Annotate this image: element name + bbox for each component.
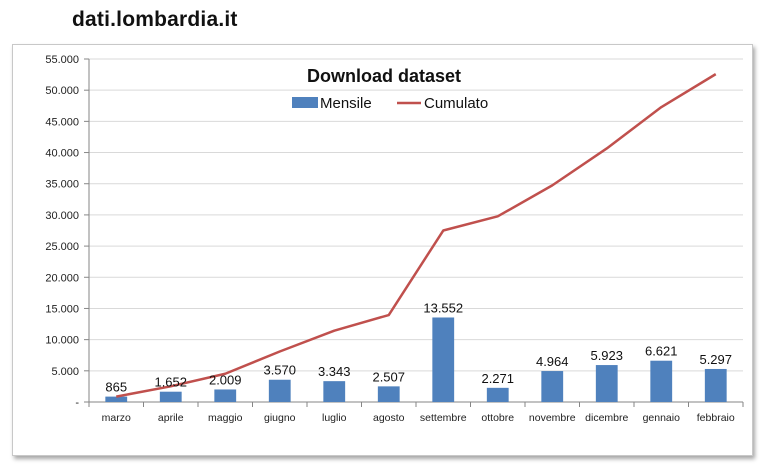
bars	[105, 317, 727, 402]
data-label-aprile: 1.652	[154, 375, 187, 390]
legend-label-cumulato: Cumulato	[424, 95, 488, 112]
bar-marzo	[105, 396, 128, 402]
x-tick-label: novembre	[529, 412, 576, 424]
legend: Mensile Cumulato	[292, 95, 488, 112]
x-tick-label: luglio	[322, 412, 347, 424]
cumulative-line	[116, 73, 717, 398]
x-tick-label: gennaio	[643, 412, 681, 424]
y-tick-label: 15.000	[45, 303, 79, 315]
axes: - 5.000 10.000 15.000 20.000 25.000 30.000 35.0…	[45, 54, 744, 424]
x-tick-label: dicembre	[585, 412, 628, 424]
data-label-gennaio: 6.621	[645, 344, 678, 359]
bar-maggio	[214, 389, 237, 402]
bar-novembre	[541, 371, 564, 402]
y-tick-label: 30.000	[45, 210, 79, 222]
site-title: dati.lombardia.it	[72, 8, 238, 31]
chart-title: Download dataset	[307, 66, 461, 86]
bar-febbraio	[704, 368, 727, 402]
data-label-novembre: 4.964	[536, 354, 569, 369]
x-tick-label: marzo	[102, 412, 131, 424]
legend-label-mensile: Mensile	[320, 95, 372, 112]
data-label-luglio: 3.343	[318, 364, 351, 379]
download-chart: - 5.000 10.000 15.000 20.000 25.000 30.000 35.0…	[45, 54, 744, 424]
y-tick-label: 5.000	[51, 366, 79, 378]
y-tick-label: 55.000	[45, 54, 79, 66]
bar-aprile	[159, 391, 182, 402]
y-tick-label: 45.000	[45, 116, 79, 128]
y-tick-label: 25.000	[45, 241, 79, 253]
y-tick-label: 10.000	[45, 335, 79, 347]
data-label-giugno: 3.570	[263, 363, 296, 378]
x-tick-label: agosto	[373, 412, 405, 424]
data-label-ottobre: 2.271	[481, 371, 514, 386]
bar-giugno	[268, 379, 291, 402]
y-tick-label: -	[75, 397, 79, 409]
x-tick-label: aprile	[158, 412, 184, 424]
y-tick-label: 20.000	[45, 272, 79, 284]
data-label-febbraio: 5.297	[699, 352, 732, 367]
line-cumulato	[116, 73, 717, 398]
y-tick-label: 35.000	[45, 179, 79, 191]
bar-dicembre	[595, 365, 618, 402]
data-label-dicembre: 5.923	[590, 348, 623, 363]
x-tick-label: ottobre	[481, 412, 514, 424]
data-label-marzo: 865	[105, 380, 127, 395]
bar-luglio	[323, 381, 346, 402]
bar-gennaio	[650, 360, 673, 402]
legend-swatch-mensile	[292, 97, 318, 108]
x-tick-label: settembre	[420, 412, 467, 424]
chart-frame: - 5.000 10.000 15.000 20.000 25.000 30.000 35.0…	[12, 44, 753, 456]
gridlines	[89, 58, 743, 372]
bar-settembre	[432, 317, 455, 402]
bar-agosto	[377, 386, 400, 402]
y-tick-label: 50.000	[45, 85, 79, 97]
y-tick-label: 40.000	[45, 148, 79, 160]
x-tick-label: febbraio	[697, 412, 735, 424]
data-label-maggio: 2.009	[209, 372, 242, 387]
data-labels: 865 1.652 2.009 3.570 3.343 2.507 13.552 2.271 4…	[105, 300, 732, 394]
bar-ottobre	[486, 387, 509, 402]
data-label-agosto: 2.507	[372, 369, 405, 384]
x-tick-label: giugno	[264, 412, 296, 424]
x-tick-label: maggio	[208, 412, 243, 424]
data-label-settembre: 13.552	[423, 300, 463, 315]
